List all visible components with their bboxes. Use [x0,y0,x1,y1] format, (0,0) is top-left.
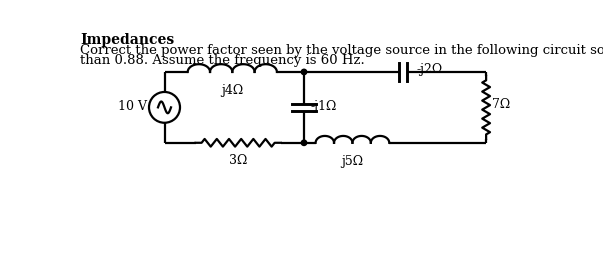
Text: 3Ω: 3Ω [229,153,247,166]
Circle shape [302,70,307,75]
Circle shape [302,140,307,146]
Text: j5Ω: j5Ω [341,154,364,167]
Text: j4Ω: j4Ω [221,83,244,96]
Text: than 0.88. Assume the frequency is 60 Hz.: than 0.88. Assume the frequency is 60 Hz… [80,54,365,67]
Text: -j1Ω: -j1Ω [310,100,336,113]
Text: Impedances: Impedances [80,33,174,47]
Text: 7Ω: 7Ω [492,98,511,110]
Text: -j2Ω: -j2Ω [417,62,443,75]
Text: 10 V: 10 V [118,99,147,112]
Text: Correct the power factor seen by the voltage source in the following circuit so : Correct the power factor seen by the vol… [80,43,603,56]
